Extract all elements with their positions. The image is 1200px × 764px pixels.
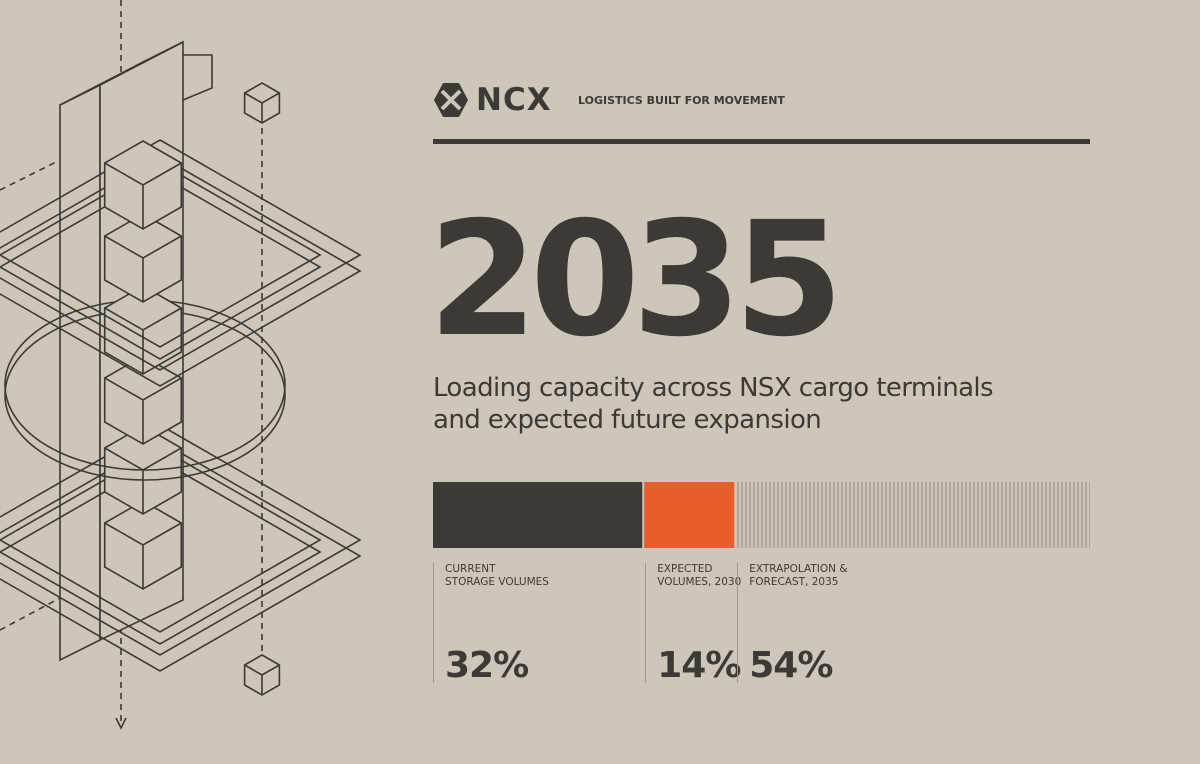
- headline: 2035: [428, 188, 844, 372]
- divider: [645, 563, 647, 683]
- segment-value: 54%: [749, 645, 833, 686]
- stacked-bar: [433, 482, 1090, 548]
- rule: [433, 139, 1090, 144]
- bar-segment: [736, 482, 1090, 548]
- divider: [737, 563, 739, 683]
- tagline: LOGISTICS BUILT FOR MOVEMENT: [578, 94, 785, 107]
- illustration: [0, 0, 362, 730]
- description: Loading capacity across NSX cargo termin…: [433, 373, 994, 435]
- segment-label: EXPECTED VOLUMES, 2030: [657, 563, 742, 588]
- divider: [433, 563, 434, 683]
- segment-label: EXTRAPOLATION & FORECAST, 2035: [749, 563, 848, 588]
- illustration-shape: [0, 447, 322, 633]
- illustration-shape: [244, 664, 280, 695]
- bar-segment: [644, 482, 735, 548]
- illustration-shape: [104, 377, 182, 444]
- segment-value: 14%: [657, 645, 741, 686]
- bar-segment: [433, 482, 643, 548]
- segment-value: 32%: [445, 645, 529, 686]
- illustration-shape: [0, 424, 362, 656]
- illustration-shape: [0, 155, 362, 387]
- segment-label: CURRENT STORAGE VOLUMES: [445, 563, 549, 588]
- illustration-shape: [0, 162, 322, 348]
- logo-icon: [434, 83, 468, 117]
- illustration-shape: [0, 459, 322, 645]
- illustration-shape: [0, 139, 362, 371]
- illustration-shape: [104, 235, 182, 302]
- illustration-shape: [0, 174, 322, 360]
- illustration-shape: [104, 522, 182, 589]
- brand: NCX: [476, 82, 552, 118]
- illustration-shape: [244, 92, 280, 123]
- illustration-shape: [0, 440, 362, 672]
- illustration-shape: [104, 162, 182, 229]
